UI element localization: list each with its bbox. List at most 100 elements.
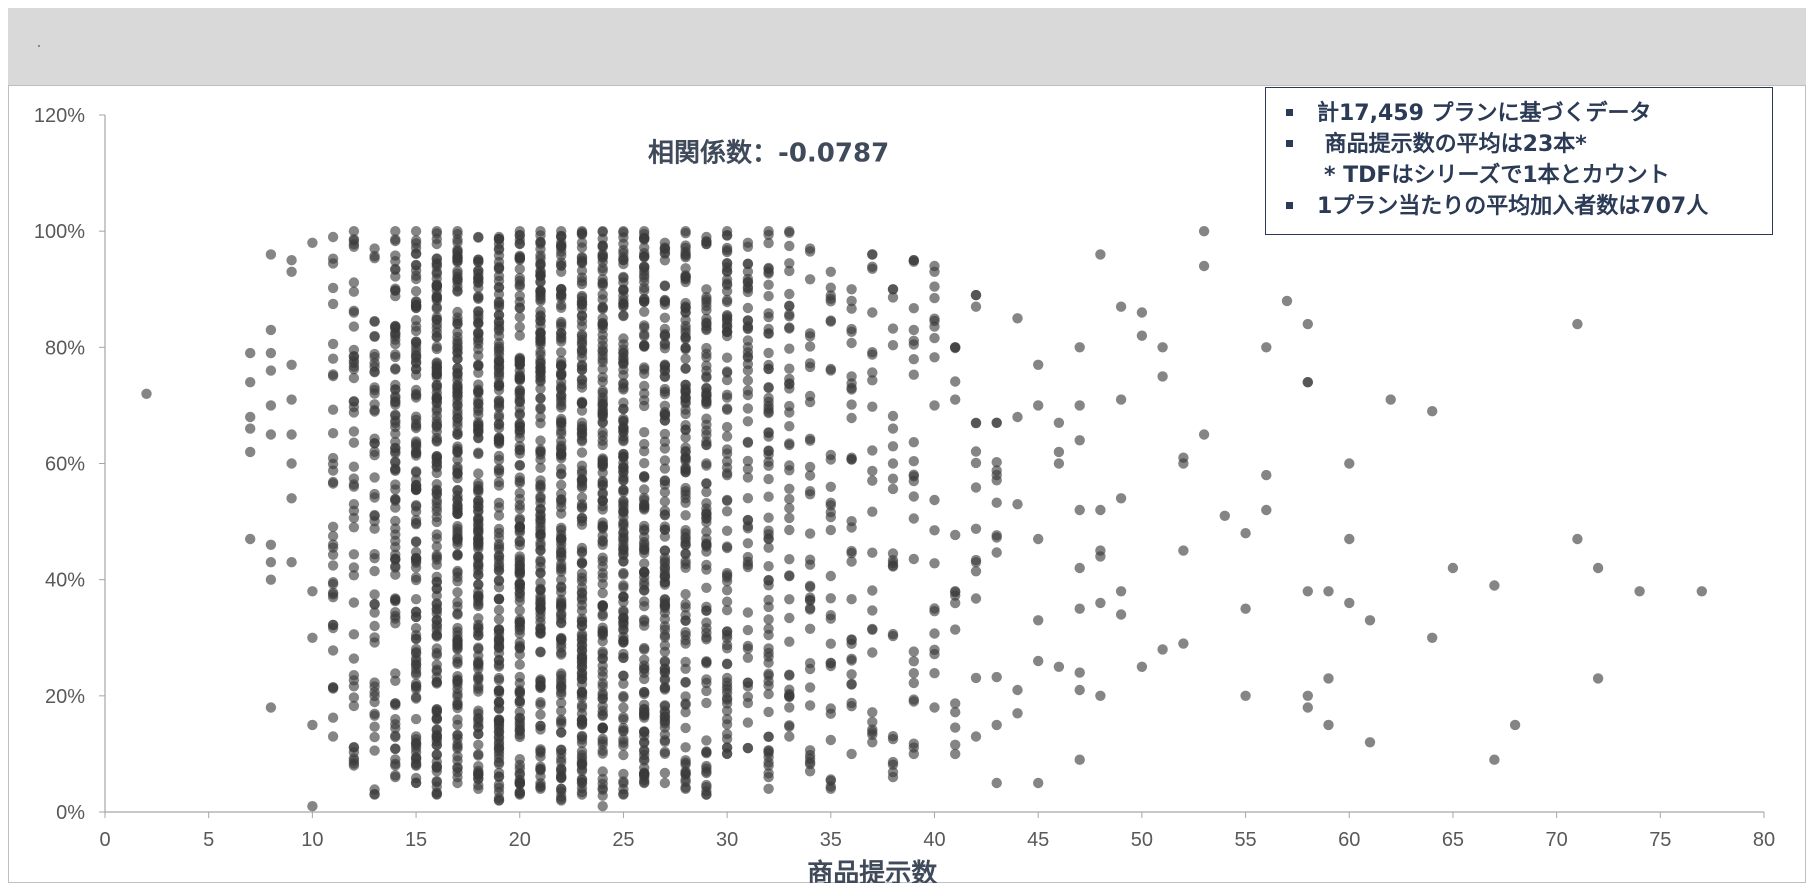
data-point (1344, 597, 1355, 609)
data-point (369, 708, 380, 719)
data-point (721, 311, 733, 322)
data-point (618, 702, 629, 713)
data-point (390, 593, 401, 604)
data-point (742, 258, 754, 270)
data-point (742, 551, 754, 563)
data-point (514, 725, 525, 736)
data-point (452, 609, 463, 620)
data-point (618, 605, 629, 616)
data-point (514, 513, 525, 524)
data-point (846, 655, 857, 666)
data-point (763, 542, 774, 553)
data-point (348, 461, 360, 472)
data-point (763, 574, 774, 586)
data-point (597, 487, 608, 499)
data-point (742, 416, 754, 427)
data-point (721, 444, 733, 455)
data-point (784, 309, 795, 320)
data-point (576, 582, 588, 593)
data-point (659, 371, 671, 382)
data-point (950, 722, 961, 733)
data-point (390, 668, 401, 679)
data-point (556, 716, 567, 727)
data-point (514, 671, 525, 683)
data-point (680, 344, 691, 355)
data-point (473, 468, 484, 479)
data-point (369, 366, 380, 377)
data-point (887, 340, 899, 351)
data-point (970, 457, 982, 469)
data-point (659, 383, 671, 395)
data-point (846, 371, 857, 382)
data-point (473, 761, 484, 772)
data-point (618, 434, 629, 445)
data-point (825, 481, 836, 492)
data-point (493, 309, 505, 321)
data-point (556, 299, 567, 311)
data-point (659, 599, 671, 611)
data-point (556, 502, 567, 513)
data-point (535, 556, 546, 568)
data-point (618, 776, 629, 787)
data-point (659, 666, 671, 677)
data-point (514, 445, 525, 456)
data-point (639, 707, 650, 718)
data-point (493, 527, 505, 539)
data-point (535, 697, 546, 708)
data-point (556, 246, 567, 257)
header-mark (38, 45, 40, 47)
data-point (535, 771, 546, 782)
data-point (452, 244, 463, 255)
data-point (390, 698, 401, 709)
data-point (514, 786, 525, 798)
data-point (680, 250, 691, 261)
data-point (804, 554, 816, 565)
data-point (659, 674, 671, 686)
data-point (887, 561, 899, 572)
data-point (659, 748, 671, 759)
data-point (659, 624, 671, 635)
data-point (493, 410, 505, 421)
info-line-4: 1プラン当たりの平均加入者数は707人 (1286, 191, 1760, 222)
data-point (784, 636, 795, 647)
data-point (597, 693, 608, 704)
data-point (452, 228, 463, 240)
data-point (514, 272, 525, 284)
data-point (784, 612, 795, 624)
x-tick-label: 25 (612, 829, 634, 851)
data-point (327, 549, 339, 560)
data-point (514, 356, 525, 367)
data-point (576, 750, 588, 761)
info-text: 商品提示数の平均は23本* (1317, 132, 1587, 157)
data-point (410, 623, 422, 634)
data-point (327, 404, 339, 415)
data-point (348, 305, 360, 316)
data-point (639, 544, 650, 555)
data-point (576, 658, 588, 669)
data-point (390, 541, 401, 553)
data-point (493, 771, 505, 782)
data-point (597, 520, 608, 531)
data-point (1281, 295, 1293, 307)
data-point (825, 570, 836, 582)
data-point (701, 365, 712, 376)
data-point (431, 273, 442, 284)
data-point (452, 729, 463, 741)
data-point (556, 396, 567, 407)
data-point (908, 437, 919, 448)
data-point (680, 432, 691, 443)
data-point (618, 364, 629, 375)
data-point (431, 511, 442, 523)
data-point (784, 690, 795, 701)
data-point (576, 405, 588, 416)
data-point (763, 363, 774, 375)
data-point (514, 659, 525, 670)
data-point (701, 564, 712, 575)
data-point (763, 279, 774, 290)
data-point (597, 660, 608, 672)
data-point (556, 359, 567, 370)
data-point (514, 754, 525, 765)
data-point (556, 634, 567, 645)
data-point (908, 324, 919, 336)
data-point (535, 577, 546, 588)
